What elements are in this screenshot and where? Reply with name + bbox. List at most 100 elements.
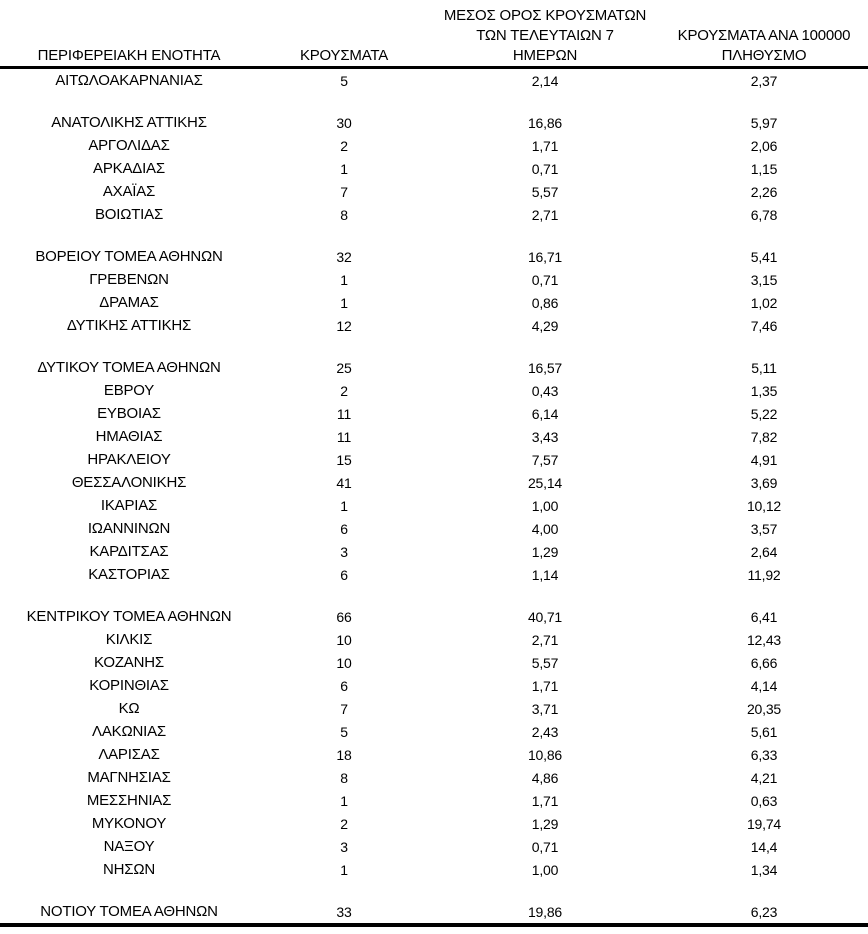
table-row: ΚΙΛΚΙΣ 10 2,71 12,43 xyxy=(0,628,868,651)
region-cell: ΜΑΓΝΗΣΙΑΣ xyxy=(87,769,171,786)
column-header-7day-average: ΜΕΣΟΣ ΟΡΟΣ ΚΡΟΥΣΜΑΤΩΝ ΤΩΝ ΤΕΛΕΥΤΑΙΩΝ 7 Η… xyxy=(443,7,647,64)
group-separator xyxy=(0,586,868,605)
per100k-cell: 5,11 xyxy=(751,359,777,376)
region-cell: ΛΑΡΙΣΑΣ xyxy=(98,746,160,763)
region-cell: ΚΟΡΙΝΘΙΑΣ xyxy=(89,677,169,694)
table-row: ΚΑΡΔΙΤΣΑΣ 3 1,29 2,64 xyxy=(0,540,868,563)
region-cell: ΚΩ xyxy=(118,700,140,717)
cases-cell: 11 xyxy=(336,405,352,422)
region-cell: ΕΒΡΟΥ xyxy=(103,382,155,399)
cases-cell: 1 xyxy=(340,271,348,288)
table-row: ΚΩ 7 3,71 20,35 xyxy=(0,697,868,720)
avg7-cell: 1,14 xyxy=(531,566,559,583)
avg7-cell: 1,71 xyxy=(531,677,559,694)
avg7-cell: 1,71 xyxy=(531,137,559,154)
table-row: ΓΡΕΒΕΝΩΝ 1 0,71 3,15 xyxy=(0,268,868,291)
avg7-cell: 2,14 xyxy=(531,72,559,89)
table-row: ΔΡΑΜΑΣ 1 0,86 1,02 xyxy=(0,291,868,314)
avg7-cell: 3,71 xyxy=(531,700,559,717)
per100k-cell: 6,41 xyxy=(750,608,778,625)
region-cell: ΚΙΛΚΙΣ xyxy=(105,631,153,648)
region-cell: ΗΜΑΘΙΑΣ xyxy=(95,428,163,445)
table-row: ΒΟΡΕΙΟΥ ΤΟΜΕΑ ΑΘΗΝΩΝ 32 16,71 5,41 xyxy=(0,245,868,268)
per100k-cell: 3,15 xyxy=(750,271,778,288)
per100k-cell: 20,35 xyxy=(746,700,782,717)
cases-cell: 10 xyxy=(336,654,352,671)
region-cell: ΓΡΕΒΕΝΩΝ xyxy=(89,271,169,288)
avg7-cell: 1,00 xyxy=(531,497,559,514)
avg7-cell: 40,71 xyxy=(527,608,563,625)
avg7-cell: 4,86 xyxy=(531,769,559,786)
avg7-cell: 1,29 xyxy=(531,815,559,832)
table-row: ΜΕΣΣΗΝΙΑΣ 1 1,71 0,63 xyxy=(0,789,868,812)
per100k-cell: 6,66 xyxy=(750,654,778,671)
avg7-cell: 4,00 xyxy=(531,520,559,537)
avg7-cell: 5,57 xyxy=(531,183,559,200)
per100k-cell: 1,35 xyxy=(750,382,778,399)
cases-cell: 1 xyxy=(340,160,348,177)
table-row: ΜΥΚΟΝΟΥ 2 1,29 19,74 xyxy=(0,812,868,835)
cases-cell: 3 xyxy=(340,543,348,560)
cases-cell: 3 xyxy=(340,838,348,855)
region-cell: ΕΥΒΟΙΑΣ xyxy=(97,405,161,422)
table-row: ΝΗΣΩΝ 1 1,00 1,34 xyxy=(0,858,868,881)
per100k-cell: 3,57 xyxy=(750,520,778,537)
per100k-cell: 6,33 xyxy=(750,746,778,763)
per100k-cell: 2,06 xyxy=(750,137,778,154)
region-cell: ΒΟΙΩΤΙΑΣ xyxy=(94,206,164,223)
table-row: ΗΜΑΘΙΑΣ 11 3,43 7,82 xyxy=(0,425,868,448)
table-row: ΔΥΤΙΚΗΣ ΑΤΤΙΚΗΣ 12 4,29 7,46 xyxy=(0,314,868,337)
group-separator xyxy=(0,92,868,111)
per100k-cell: 6,23 xyxy=(750,903,778,920)
avg7-cell: 0,71 xyxy=(531,271,559,288)
per100k-cell: 5,61 xyxy=(750,723,778,740)
cases-cell: 33 xyxy=(336,903,352,920)
avg7-cell: 16,71 xyxy=(527,248,563,265)
table-row: ΑΧΑΪΑΣ 7 5,57 2,26 xyxy=(0,180,868,203)
avg7-cell: 7,57 xyxy=(531,451,559,468)
cases-cell: 32 xyxy=(336,248,352,265)
cases-cell: 2 xyxy=(340,137,348,154)
per100k-cell: 5,97 xyxy=(750,114,778,131)
cases-cell: 41 xyxy=(336,474,352,491)
region-cell: ΔΥΤΙΚΗΣ ΑΤΤΙΚΗΣ xyxy=(66,317,192,334)
cases-cell: 1 xyxy=(340,294,348,311)
region-cell: ΘΕΣΣΑΛΟΝΙΚΗΣ xyxy=(71,474,187,491)
avg7-cell: 2,43 xyxy=(531,723,559,740)
per100k-cell: 2,64 xyxy=(750,543,778,560)
avg7-cell: 5,57 xyxy=(531,654,559,671)
cases-cell: 30 xyxy=(336,114,352,131)
per100k-cell: 4,21 xyxy=(750,769,778,786)
avg7-cell: 2,71 xyxy=(531,206,559,223)
avg7-cell: 2,71 xyxy=(531,631,559,648)
cases-cell: 7 xyxy=(340,183,348,200)
region-cell: ΝΟΤΙΟΥ ΤΟΜΕΑ ΑΘΗΝΩΝ xyxy=(40,903,218,920)
region-cell: ΚΟΖΑΝΗΣ xyxy=(94,654,164,671)
region-cell: ΚΕΝΤΡΙΚΟΥ ΤΟΜΕΑ ΑΘΗΝΩΝ xyxy=(26,608,232,625)
table-row: ΚΑΣΤΟΡΙΑΣ 6 1,14 11,92 xyxy=(0,563,868,586)
column-header-cases: ΚΡΟΥΣΜΑΤΑ xyxy=(299,47,389,64)
group-separator xyxy=(0,226,868,245)
avg7-cell: 0,71 xyxy=(531,160,559,177)
table-bottom-rule xyxy=(0,923,868,927)
cases-cell: 66 xyxy=(336,608,352,625)
region-cell: ΙΚΑΡΙΑΣ xyxy=(100,497,158,514)
per100k-cell: 10,12 xyxy=(746,497,782,514)
region-cell: ΔΥΤΙΚΟΥ ΤΟΜΕΑ ΑΘΗΝΩΝ xyxy=(37,359,221,376)
avg7-cell: 3,43 xyxy=(531,428,559,445)
per100k-cell: 4,91 xyxy=(750,451,778,468)
region-cell: ΙΩΑΝΝΙΝΩΝ xyxy=(87,520,171,537)
column-header-cases-per-100000: ΚΡΟΥΣΜΑΤΑ ΑΝΑ 100000 ΠΛΗΘΥΣΜΟ xyxy=(677,27,851,64)
table-row: ΕΥΒΟΙΑΣ 11 6,14 5,22 xyxy=(0,402,868,425)
cases-cell: 8 xyxy=(340,769,348,786)
column-header-regional-unit: ΠΕΡΙΦΕΡΕΙΑΚΗ ΕΝΟΤΗΤΑ xyxy=(37,47,221,64)
table-row: ΚΕΝΤΡΙΚΟΥ ΤΟΜΕΑ ΑΘΗΝΩΝ 66 40,71 6,41 xyxy=(0,605,868,628)
table-row: ΗΡΑΚΛΕΙΟΥ 15 7,57 4,91 xyxy=(0,448,868,471)
table-row: ΙΚΑΡΙΑΣ 1 1,00 10,12 xyxy=(0,494,868,517)
cases-cell: 1 xyxy=(340,792,348,809)
cases-cell: 6 xyxy=(340,566,348,583)
table-row: ΒΟΙΩΤΙΑΣ 8 2,71 6,78 xyxy=(0,203,868,226)
per100k-cell: 2,26 xyxy=(750,183,778,200)
region-cell: ΚΑΡΔΙΤΣΑΣ xyxy=(89,543,169,560)
table-row: ΜΑΓΝΗΣΙΑΣ 8 4,86 4,21 xyxy=(0,766,868,789)
